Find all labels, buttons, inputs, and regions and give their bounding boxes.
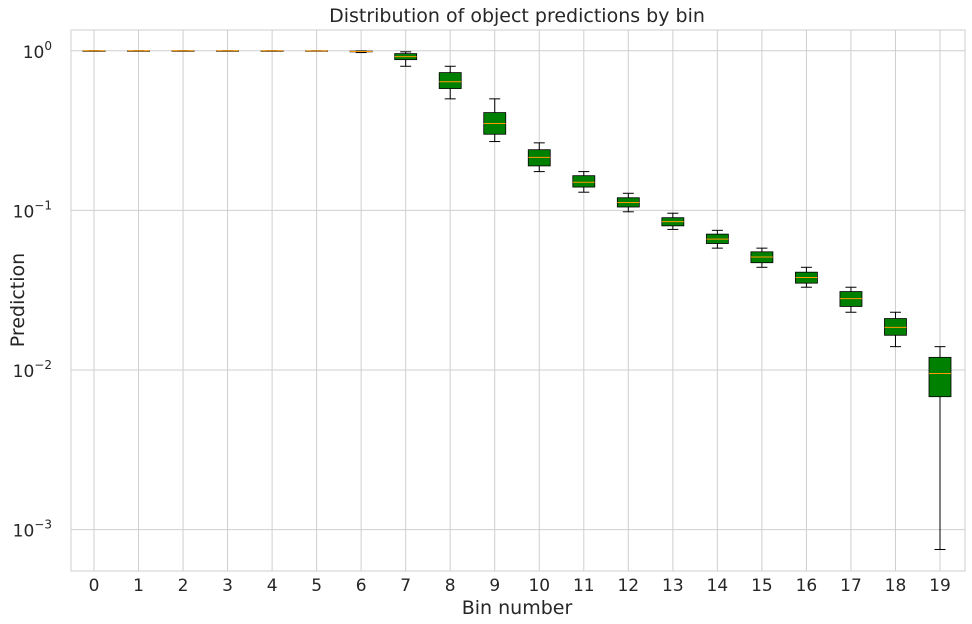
y-tick-label: 10−1 (13, 198, 52, 222)
x-tick-label: 11 (573, 576, 595, 596)
x-tick-label: 0 (89, 576, 100, 596)
box-bin-17 (839, 286, 863, 313)
x-tick-label: 13 (662, 576, 684, 596)
x-tick-label: 19 (929, 576, 951, 596)
box-bin-15 (750, 247, 774, 268)
box-bin-19 (928, 346, 952, 551)
x-tick-label: 10 (528, 576, 550, 596)
x-tick-label: 8 (445, 576, 456, 596)
box-bin-16 (795, 266, 818, 288)
x-tick-label: 14 (707, 576, 729, 596)
box-bin-7 (394, 51, 418, 67)
x-tick-label: 17 (840, 576, 862, 596)
box-bin-4 (260, 50, 284, 52)
x-tick-label: 1 (133, 576, 144, 596)
y-tick-label: 10−3 (13, 518, 52, 542)
x-tick-label: 12 (617, 576, 639, 596)
box-bin-3 (216, 50, 239, 52)
box-bin-12 (616, 192, 640, 213)
box-bin-14 (705, 229, 729, 249)
x-tick-label: 18 (885, 576, 907, 596)
box-bin-8 (438, 65, 462, 100)
box-series (82, 50, 952, 551)
gridlines (71, 30, 965, 571)
x-tick-label: 3 (222, 576, 233, 596)
y-tick-labels: 100 10−1 10−2 10−3 (13, 39, 52, 542)
box-bin-13 (661, 212, 685, 230)
box-bin-9 (483, 98, 507, 143)
x-tick-label: 6 (356, 576, 367, 596)
box (928, 356, 952, 398)
x-tick-label: 2 (178, 576, 189, 596)
box-bin-5 (305, 50, 329, 52)
x-axis-label: Bin number (462, 597, 573, 619)
x-tick-labels: 0 1 2 3 4 5 6 7 8 9 10 11 12 13 14 15 16 17 18 19 (89, 576, 951, 596)
chart-title: Distribution of object predictions by bi… (329, 5, 705, 27)
box-bin-1 (127, 50, 150, 52)
box-bin-11 (572, 171, 596, 193)
box-bin-10 (527, 142, 551, 173)
x-tick-label: 15 (751, 576, 773, 596)
y-axis-label: Prediction (7, 253, 29, 347)
x-tick-label: 16 (796, 576, 818, 596)
x-tick-label: 9 (489, 576, 500, 596)
box (572, 175, 596, 188)
box (438, 72, 462, 89)
x-tick-label: 4 (267, 576, 278, 596)
y-tick-label: 100 (23, 39, 52, 63)
box-bin-0 (82, 50, 106, 52)
x-tick-label: 5 (311, 576, 322, 596)
box-bin-2 (171, 50, 195, 52)
plot-frame (70, 29, 966, 572)
box-bin-6 (349, 50, 373, 54)
x-tick-label: 7 (400, 576, 411, 596)
box-bin-18 (884, 311, 907, 348)
y-tick-label: 10−2 (13, 358, 52, 382)
